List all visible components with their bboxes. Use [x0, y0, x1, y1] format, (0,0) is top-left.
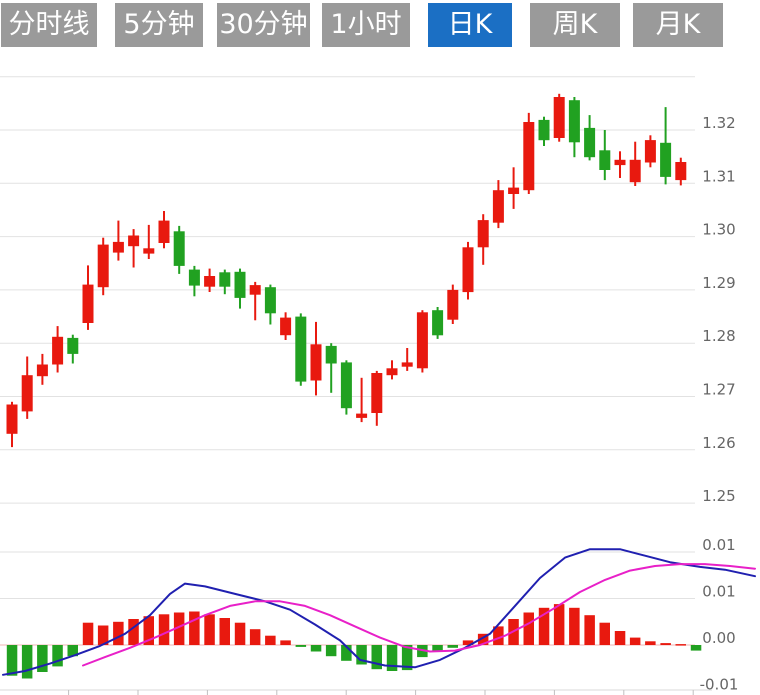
price-axis-labels: 1.32 1.31 1.30 1.29 1.28 1.27 1.26 1.25 — [702, 114, 735, 505]
svg-text:1.26: 1.26 — [702, 434, 735, 452]
svg-text:0.01: 0.01 — [702, 583, 735, 601]
svg-text:1.29: 1.29 — [702, 274, 735, 292]
tab-weekly-k[interactable]: 周K — [530, 3, 620, 47]
svg-text:1.30: 1.30 — [702, 221, 735, 239]
tab-monthly-k[interactable]: 月K — [633, 3, 723, 47]
macd-histogram — [6, 604, 702, 679]
x-axis — [0, 689, 712, 695]
macd-gridlines — [0, 551, 695, 599]
tab-30min[interactable]: 30分钟 — [217, 3, 310, 47]
svg-text:1.25: 1.25 — [702, 487, 735, 505]
svg-text:1.32: 1.32 — [702, 114, 735, 132]
interval-tabbar: 分时线 5分钟 30分钟 1小时 日K 周K 月K — [0, 0, 760, 56]
candles — [6, 93, 687, 448]
tab-1hour[interactable]: 1小时 — [322, 3, 410, 47]
tab-time-line[interactable]: 分时线 — [1, 3, 97, 47]
macd-dif-line — [2, 548, 756, 676]
svg-text:1.27: 1.27 — [702, 381, 735, 399]
svg-text:1.28: 1.28 — [702, 327, 735, 345]
tab-5min[interactable]: 5分钟 — [115, 3, 203, 47]
svg-text:-0.01: -0.01 — [700, 676, 739, 694]
tab-daily-k[interactable]: 日K — [428, 3, 512, 47]
svg-text:1.31: 1.31 — [702, 167, 735, 185]
svg-text:0.00: 0.00 — [702, 629, 735, 647]
macd-axis-labels: 0.01 0.01 0.00 -0.01 — [700, 536, 739, 694]
svg-text:0.01: 0.01 — [702, 536, 735, 554]
price-gridlines — [0, 76, 695, 504]
macd-dea-line — [82, 563, 756, 667]
